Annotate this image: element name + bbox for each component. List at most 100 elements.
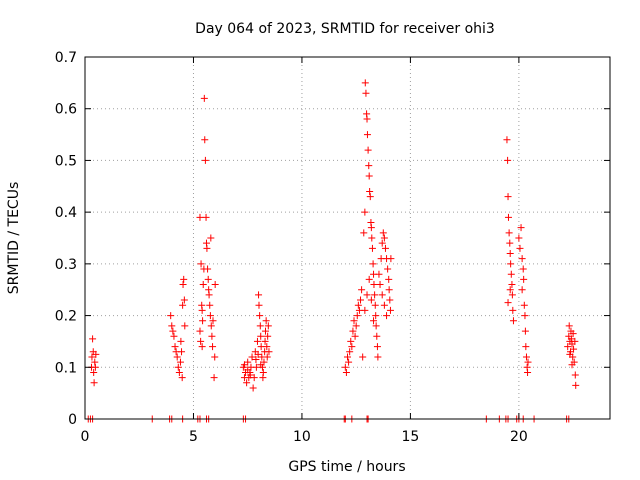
data-point	[348, 343, 356, 351]
data-point	[200, 94, 208, 102]
data-point	[366, 193, 374, 201]
data-point	[252, 356, 260, 364]
data-point	[384, 265, 392, 273]
data-point	[368, 234, 376, 242]
data-point	[380, 301, 388, 309]
data-point	[364, 146, 372, 154]
data-point	[257, 361, 265, 369]
data-point	[257, 332, 265, 340]
data-point	[380, 234, 388, 242]
data-point	[210, 374, 218, 382]
data-point	[386, 306, 394, 314]
y-tick-label: 0.7	[55, 50, 77, 66]
data-point	[202, 213, 210, 221]
data-point	[360, 229, 368, 237]
data-point	[207, 322, 215, 330]
data-point	[197, 260, 205, 268]
data-point	[178, 348, 186, 356]
data-point	[363, 291, 371, 299]
data-point	[375, 270, 383, 278]
data-point	[571, 337, 579, 345]
y-tick-label: 0.4	[55, 205, 77, 221]
data-point	[243, 379, 251, 387]
data-point	[253, 337, 261, 345]
data-point	[518, 255, 526, 263]
data-point	[518, 286, 526, 294]
data-point	[179, 281, 187, 289]
plot-frame	[84, 56, 611, 420]
data-point	[345, 358, 353, 366]
data-point	[201, 156, 209, 164]
data-point	[507, 270, 515, 278]
data-point	[385, 275, 393, 283]
data-point	[255, 291, 263, 299]
data-point	[361, 79, 369, 87]
data-point	[91, 358, 99, 366]
data-point	[506, 286, 514, 294]
data-point	[361, 306, 369, 314]
x-axis-label: GPS time / hours	[288, 459, 405, 475]
data-point	[520, 301, 528, 309]
data-point	[365, 172, 373, 180]
data-point	[366, 187, 374, 195]
y-tick-label: 0.6	[55, 102, 77, 118]
data-point	[207, 234, 215, 242]
data-point	[347, 337, 355, 345]
data-point	[504, 299, 512, 307]
data-point	[263, 353, 271, 361]
data-point	[378, 291, 386, 299]
data-point	[89, 335, 97, 343]
data-point	[256, 322, 264, 330]
data-point	[387, 255, 395, 263]
data-point	[571, 371, 579, 379]
data-point	[168, 322, 176, 330]
data-point	[181, 322, 189, 330]
data-point	[379, 229, 387, 237]
data-point	[506, 250, 514, 258]
data-point	[370, 281, 378, 289]
data-point	[362, 89, 370, 97]
data-point	[167, 312, 175, 320]
data-point	[246, 371, 254, 379]
data-point	[199, 317, 207, 325]
data-point	[180, 296, 188, 304]
data-point	[91, 363, 99, 371]
data-point	[263, 343, 271, 351]
data-point	[507, 260, 515, 268]
data-point	[208, 332, 216, 340]
data-point	[515, 234, 523, 242]
data-point	[196, 327, 204, 335]
data-point	[570, 345, 578, 353]
data-point	[365, 275, 373, 283]
data-point	[385, 286, 393, 294]
data-point	[177, 337, 185, 345]
data-point	[383, 312, 391, 320]
data-point	[256, 312, 264, 320]
data-point	[262, 317, 270, 325]
data-point	[211, 281, 219, 289]
data-point	[354, 301, 362, 309]
y-tick-label: 0	[68, 412, 77, 428]
data-point	[199, 281, 207, 289]
data-point	[211, 353, 219, 361]
data-point	[178, 374, 186, 382]
x-tick-label: 5	[189, 429, 198, 445]
data-point	[517, 224, 525, 232]
data-point	[204, 275, 212, 283]
y-tick-label: 0.2	[55, 309, 77, 325]
data-point	[509, 306, 517, 314]
data-point	[365, 162, 373, 170]
data-point	[175, 368, 183, 376]
data-point	[209, 343, 217, 351]
points-layer	[84, 79, 580, 423]
data-point	[363, 115, 371, 123]
data-point	[90, 379, 98, 387]
data-point	[180, 275, 188, 283]
data-point	[341, 363, 349, 371]
data-point	[367, 296, 375, 304]
data-point	[349, 327, 357, 335]
data-point	[372, 322, 380, 330]
y-tick-label: 0.5	[55, 153, 77, 169]
data-point	[522, 343, 530, 351]
